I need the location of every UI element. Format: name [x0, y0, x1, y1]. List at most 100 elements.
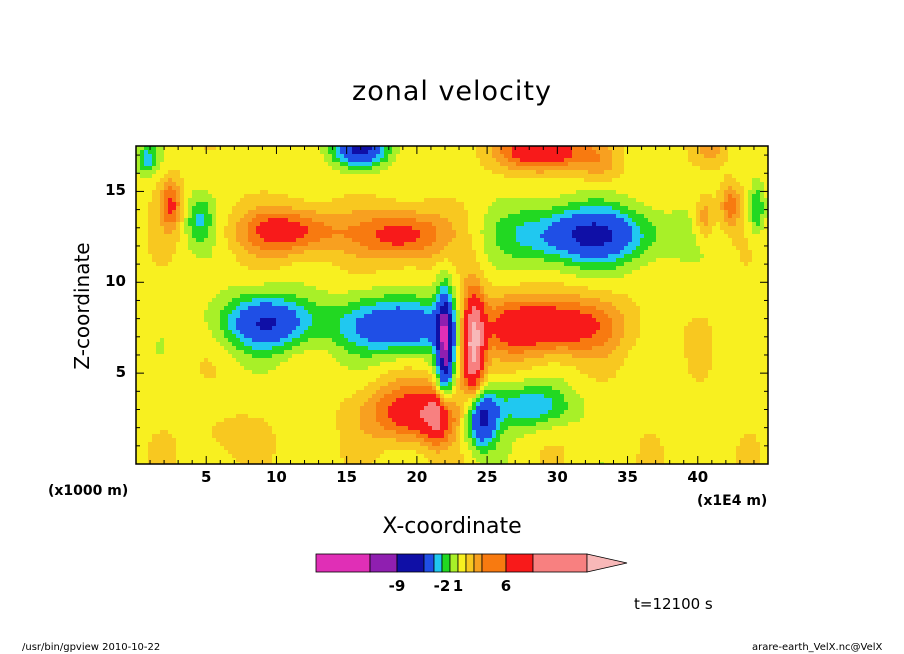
field-cell	[320, 202, 324, 206]
field-cell	[580, 258, 584, 262]
field-cell	[344, 214, 348, 218]
field-cell	[228, 162, 232, 166]
field-cell	[188, 214, 192, 218]
field-cell	[172, 202, 176, 206]
field-cell	[412, 194, 416, 198]
field-cell	[408, 270, 412, 274]
field-cell	[380, 254, 384, 258]
field-cell	[576, 174, 580, 178]
field-cell	[632, 210, 636, 214]
field-cell	[252, 150, 256, 154]
field-cell	[676, 266, 680, 270]
field-cell	[652, 154, 656, 158]
field-cell	[152, 166, 156, 170]
field-cell	[272, 254, 276, 258]
field-cell	[480, 222, 484, 226]
field-cell	[344, 178, 348, 182]
field-cell	[548, 266, 552, 270]
field-cell	[720, 150, 724, 154]
field-cell	[388, 210, 392, 214]
field-cell	[240, 210, 244, 214]
field-cell	[620, 170, 624, 174]
field-cell	[360, 266, 364, 270]
field-cell	[488, 234, 492, 238]
field-cell	[344, 170, 348, 174]
field-cell	[420, 230, 424, 234]
field-cell	[272, 198, 276, 202]
field-cell	[392, 250, 396, 254]
field-cell	[668, 166, 672, 170]
field-cell	[380, 270, 384, 274]
field-cell	[444, 230, 448, 234]
field-cell	[172, 262, 176, 266]
field-cell	[540, 194, 544, 198]
field-cell	[292, 254, 296, 258]
field-cell	[240, 214, 244, 218]
field-cell	[708, 266, 712, 270]
field-cell	[216, 238, 220, 242]
field-cell	[636, 186, 640, 190]
field-cell	[488, 146, 492, 150]
field-cell	[524, 186, 528, 190]
field-cell	[580, 238, 584, 242]
field-cell	[696, 154, 700, 158]
field-cell	[540, 170, 544, 174]
field-cell	[452, 234, 456, 238]
field-cell	[532, 150, 536, 154]
field-cell	[336, 206, 340, 210]
field-cell	[252, 262, 256, 266]
field-cell	[708, 202, 712, 206]
field-cell	[456, 170, 460, 174]
field-cell	[232, 250, 236, 254]
field-cell	[748, 162, 752, 166]
field-cell	[408, 162, 412, 166]
field-cell	[408, 222, 412, 226]
field-cell	[144, 190, 148, 194]
field-cell	[176, 258, 180, 262]
field-cell	[384, 246, 388, 250]
field-cell	[168, 230, 172, 234]
field-cell	[264, 266, 268, 270]
field-cell	[228, 166, 232, 170]
field-cell	[160, 262, 164, 266]
field-cell	[544, 246, 548, 250]
field-cell	[444, 202, 448, 206]
field-cell	[248, 238, 252, 242]
field-cell	[468, 150, 472, 154]
field-cell	[392, 162, 396, 166]
field-cell	[640, 186, 644, 190]
field-cell	[280, 190, 284, 194]
field-cell	[172, 238, 176, 242]
field-cell	[520, 258, 524, 262]
field-cell	[484, 262, 488, 266]
field-cell	[376, 234, 380, 238]
field-cell	[612, 150, 616, 154]
field-cell	[220, 214, 224, 218]
field-cell	[708, 218, 712, 222]
field-cell	[340, 166, 344, 170]
field-cell	[484, 154, 488, 158]
field-cell	[628, 250, 632, 254]
field-cell	[424, 166, 428, 170]
field-cell	[448, 178, 452, 182]
field-cell	[412, 166, 416, 170]
field-cell	[240, 242, 244, 246]
field-cell	[692, 170, 696, 174]
field-cell	[544, 262, 548, 266]
field-cell	[716, 234, 720, 238]
field-cell	[268, 162, 272, 166]
field-cell	[352, 214, 356, 218]
field-cell	[300, 254, 304, 258]
field-cell	[288, 170, 292, 174]
field-cell	[136, 162, 140, 166]
field-cell	[696, 266, 700, 270]
field-cell	[484, 258, 488, 262]
field-cell	[592, 226, 596, 230]
field-cell	[700, 170, 704, 174]
field-cell	[732, 234, 736, 238]
field-cell	[216, 214, 220, 218]
field-cell	[152, 250, 156, 254]
field-cell	[196, 218, 200, 222]
field-cell	[668, 246, 672, 250]
field-cell	[676, 154, 680, 158]
